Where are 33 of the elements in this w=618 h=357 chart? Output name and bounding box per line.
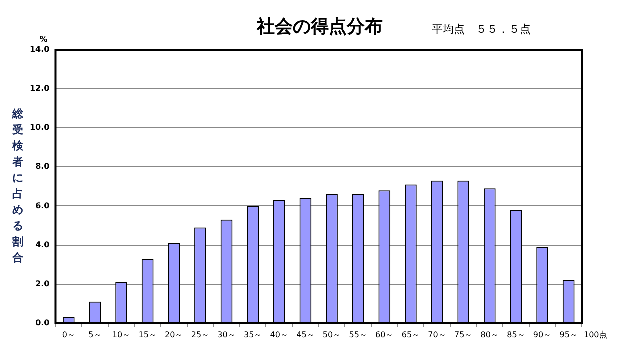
text: 総受検者に占める割合 <box>12 108 24 265</box>
x-tick-label: 30～ <box>218 330 236 340</box>
chart-title: 社会の得点分布 <box>256 16 383 38</box>
x-tick-label: 80～ <box>480 330 499 340</box>
y-tick-label: 12.0 <box>30 84 50 94</box>
x-tick-label: 65～ <box>402 330 420 340</box>
text: % <box>40 35 48 44</box>
x-tick-label: 35～ <box>244 330 262 340</box>
x-tick-label: 45～ <box>296 330 315 340</box>
x-tick-label: 85～ <box>507 330 526 340</box>
x-tick-label: 5～ <box>88 330 102 340</box>
x-tick-label: 55～ <box>349 330 368 340</box>
y-tick-label: 4.0 <box>36 240 50 250</box>
x-tick-label: 40～ <box>270 330 288 340</box>
x-tick-label: 50～ <box>322 330 342 340</box>
x-tick-label: 20～ <box>165 330 184 340</box>
x-tick-label: 95～ <box>560 330 578 340</box>
x-tick-label: 70～ <box>428 330 446 340</box>
x-tick-label: 15～ <box>138 330 157 340</box>
x-tick-label: 10～ <box>112 330 131 340</box>
y-tick-label: 6.0 <box>36 201 50 210</box>
y-tick-label: 10.0 <box>30 123 50 132</box>
text: 100点 <box>584 330 608 340</box>
x-tick-label: 25～ <box>191 330 210 340</box>
y-tick-label: 8.0 <box>36 162 50 172</box>
x-tick-label: 0～ <box>62 330 76 340</box>
y-tick-label: 0.0 <box>36 318 50 328</box>
chart-subtitle: 平均点 ５５．５点 <box>432 22 531 36</box>
x-tick-label: 60～ <box>376 330 394 340</box>
y-tick-label: 2.0 <box>36 279 50 288</box>
x-tick-label: 90～ <box>533 330 552 340</box>
y-tick-label: 14.0 <box>30 45 50 54</box>
x-tick-label: 75～ <box>454 330 473 340</box>
